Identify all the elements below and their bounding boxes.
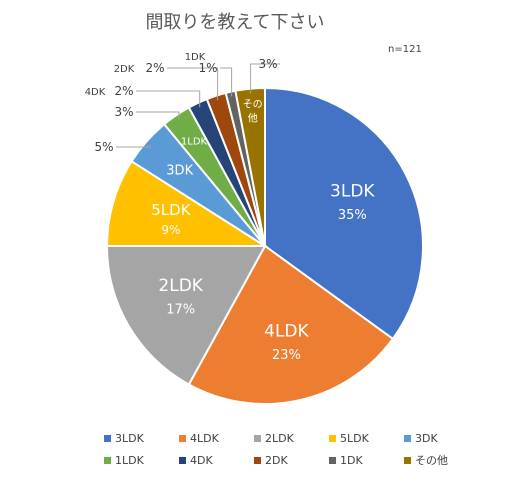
slice-value-label-3dk: 5% [94,140,113,154]
slice-value-label-1ldk: 3% [114,105,133,119]
slice-value-label-4dk: 2% [114,84,133,98]
leader-line-2dk [167,67,219,101]
slice-category-label-1dk: 1DK [185,52,206,63]
leader-line-1dk [220,67,233,97]
legend-label-3ldk: 3LDK [115,432,145,445]
slice-category-label-5ldk: 5LDK [151,201,191,219]
slice-category-label-3ldk: 3LDK [330,182,375,202]
slice-labels: 3LDK 35% 4LDK 23% 2LDK 17% 5LDK 9% 3DK 5% 1LDK 3% 2%… [85,52,376,363]
legend-label-2ldk: 2LDK [265,432,295,445]
legend-swatch-5ldk [329,435,336,442]
slice-category-label-4ldk: 4LDK [264,322,309,342]
legend-item-2dk: 2DK [254,454,288,467]
legend-label-4dk: 4DK [190,454,213,467]
legend: 3LDK 4LDK 2LDK 5LDK 3DK 1LDK 4DK 2DK 1DK その他 [104,432,448,467]
slice-category-label-1ldk: 1LDK [181,137,208,148]
slice-value-label-5ldk: 9% [161,223,180,237]
legend-swatch-3dk [404,435,411,442]
legend-item-1ldk: 1LDK [104,454,145,467]
slice-category-label-4dk: 4DK [85,87,106,98]
legend-swatch-1dk [329,457,336,464]
slice-category-label-other: その [243,98,263,110]
leader-line-4dk [136,90,201,108]
slice-value-label-1dk: 1% [198,61,217,75]
slice-category-label-3dk: 3DK [166,163,193,178]
legend-swatch-1ldk [104,457,111,464]
sample-size-note: n=121 [388,44,422,55]
legend-swatch-2ldk [254,435,261,442]
legend-label-1ldk: 1LDK [115,454,145,467]
legend-label-4ldk: 4LDK [190,432,220,445]
slice-value-label-4ldk: 23% [272,348,301,363]
leader-line-1ldk [136,111,180,120]
legend-label-2dk: 2DK [265,454,288,467]
pie-slices [105,86,424,405]
legend-item-4dk: 4DK [179,454,213,467]
chart-title: 間取りを教えて下さい [145,12,324,33]
pie-slice-2ldk [105,245,267,386]
legend-item-3ldk: 3LDK [104,432,145,445]
legend-item-4ldk: 4LDK [179,432,220,445]
legend-swatch-3ldk [104,435,111,442]
legend-swatch-4dk [179,457,186,464]
pie-slice-4ldk [187,244,395,405]
slice-value-label-other: 3% [258,57,277,71]
legend-label-1dk: 1DK [340,454,363,467]
slice-category-label-2ldk: 2LDK [158,276,203,296]
legend-swatch-other [404,457,411,464]
slice-value-label-2ldk: 17% [166,302,195,317]
legend-item-2ldk: 2LDK [254,432,295,445]
pie-slice-3ldk [264,86,424,341]
leader-line-3dk [116,144,151,148]
legend-swatch-2dk [254,457,261,464]
slice-value-label-2dk: 2% [145,61,164,75]
legend-swatch-4ldk [179,435,186,442]
slice-value-label-3ldk: 35% [338,208,367,223]
leader-line-other [250,63,280,94]
legend-label-3dk: 3DK [415,432,438,445]
leader-lines [116,63,280,148]
slice-category-label-2dk: 2DK [114,64,135,75]
pie-slice-5ldk [105,159,269,247]
legend-item-5ldk: 5LDK [329,432,370,445]
legend-label-5ldk: 5LDK [340,432,370,445]
legend-item-3dk: 3DK [404,432,438,445]
legend-item-other: その他 [404,454,448,467]
slice-category-label-other-cont: 他 [248,111,258,124]
legend-item-1dk: 1DK [329,454,363,467]
legend-label-other: その他 [415,454,448,467]
